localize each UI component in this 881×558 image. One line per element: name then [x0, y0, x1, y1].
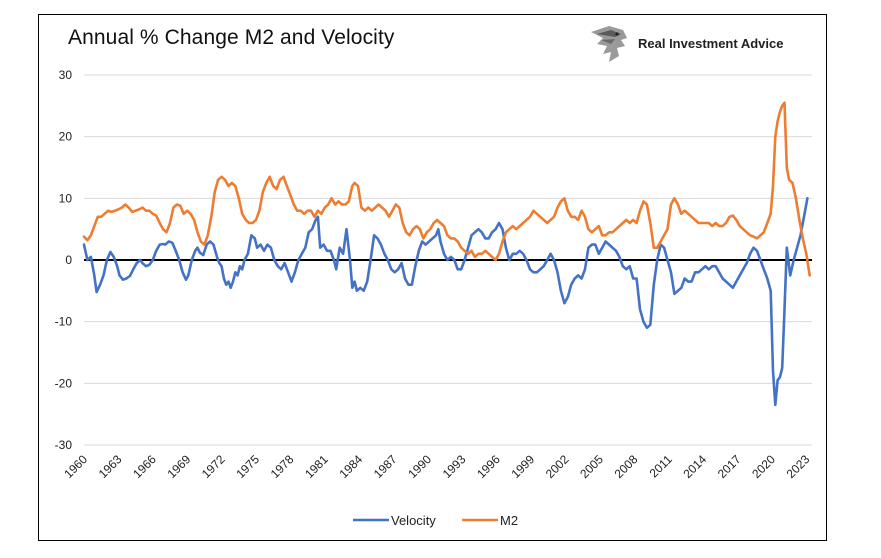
- y-tick-label: -10: [55, 315, 73, 329]
- x-tick-label: 2011: [647, 452, 675, 480]
- x-tick-label: 2008: [612, 452, 641, 481]
- x-tick-label: 1966: [130, 452, 159, 481]
- x-tick-label: 2002: [543, 452, 572, 481]
- x-tick-label: 1999: [508, 452, 537, 481]
- legend: Velocity M2: [353, 513, 518, 528]
- x-tick-label: 1969: [165, 452, 194, 481]
- x-tick-label: 2017: [715, 452, 744, 481]
- y-tick-label: 0: [65, 253, 72, 267]
- series-line-velocity: [82, 197, 809, 407]
- y-tick-label: -30: [55, 438, 73, 452]
- x-tick-label: 1975: [233, 452, 262, 481]
- legend-label: M2: [500, 513, 518, 528]
- x-tick-label: 1987: [371, 452, 400, 481]
- x-tick-label: 1960: [61, 452, 90, 481]
- y-tick-label: 30: [59, 68, 73, 82]
- series-line-m2: [82, 101, 811, 277]
- x-tick-label: 1972: [199, 452, 228, 481]
- x-tick-label: 2014: [680, 452, 709, 481]
- chart-title: Annual % Change M2 and Velocity: [68, 26, 395, 49]
- chart-border: [38, 14, 827, 541]
- x-axis-ticks: 1960 1963 1966 1969 1972 1975 1978 1981 1984 1987…: [61, 452, 812, 481]
- series-lines: [82, 101, 811, 407]
- x-tick-label: 1993: [440, 452, 469, 481]
- y-tick-label: -20: [55, 376, 73, 390]
- y-tick-label: 10: [59, 191, 73, 205]
- x-tick-label: 1990: [405, 452, 434, 481]
- x-tick-label: 1963: [96, 452, 125, 481]
- x-tick-label: 1978: [268, 452, 297, 481]
- x-tick-label: 1981: [302, 452, 331, 481]
- eagle-head-icon: [591, 26, 627, 62]
- x-tick-label: 2005: [577, 452, 606, 481]
- gridlines: [84, 74, 812, 446]
- x-tick-label: 2023: [784, 452, 813, 481]
- y-axis-ticks: 30 20 10 0 -10 -20 -30: [55, 68, 73, 452]
- legend-label: Velocity: [391, 513, 436, 528]
- x-tick-label: 1984: [336, 452, 365, 481]
- x-tick-label: 1996: [474, 452, 503, 481]
- brand-name: Real Investment Advice: [638, 36, 784, 51]
- x-tick-label: 2020: [749, 452, 778, 481]
- y-tick-label: 20: [59, 130, 73, 144]
